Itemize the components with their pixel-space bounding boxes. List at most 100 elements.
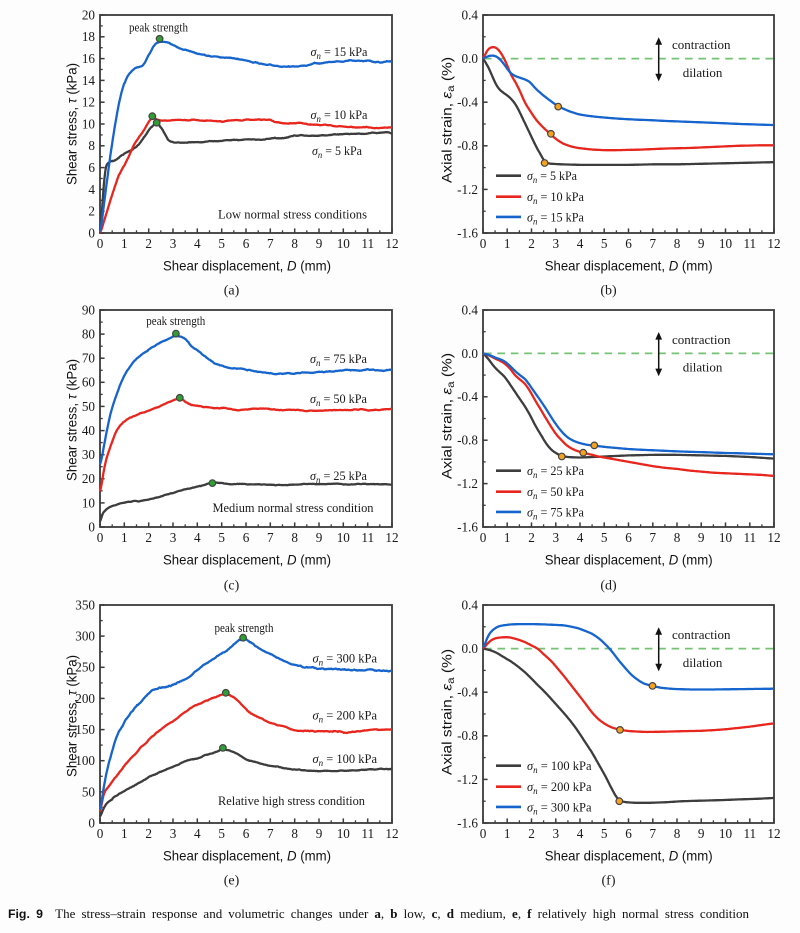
svg-text:(e): (e) [224, 874, 240, 889]
svg-text:σn = 5 kPa: σn = 5 kPa [312, 143, 362, 161]
svg-text:σn = 25 kPa: σn = 25 kPa [527, 463, 584, 481]
svg-text:peak strength: peak strength [129, 20, 188, 35]
svg-text:σn = 100 kPa: σn = 100 kPa [313, 751, 378, 769]
svg-text:Axial strain, εa (%): Axial strain, εa (%) [439, 649, 458, 775]
svg-text:12: 12 [385, 826, 398, 841]
svg-text:6: 6 [88, 160, 95, 175]
svg-text:0: 0 [480, 826, 487, 841]
svg-text:4: 4 [194, 530, 201, 545]
svg-text:7: 7 [650, 530, 657, 545]
svg-text:3: 3 [553, 826, 560, 841]
svg-text:(b): (b) [600, 284, 617, 299]
svg-text:2: 2 [528, 236, 535, 251]
svg-text:σn = 15 kPa: σn = 15 kPa [527, 209, 584, 227]
svg-text:Shear stress, τ (kPa): Shear stress, τ (kPa) [63, 63, 79, 185]
svg-text:Medium normal stress condition: Medium normal stress condition [213, 500, 374, 515]
svg-text:11: 11 [361, 236, 374, 251]
svg-text:250: 250 [75, 660, 95, 675]
svg-text:60: 60 [82, 375, 96, 390]
svg-text:1: 1 [121, 826, 128, 841]
svg-text:10: 10 [719, 826, 733, 841]
svg-text:8: 8 [674, 826, 681, 841]
svg-text:12: 12 [385, 236, 398, 251]
svg-text:5: 5 [601, 236, 608, 251]
svg-text:σn = 50 kPa: σn = 50 kPa [527, 484, 584, 502]
svg-text:11: 11 [361, 826, 374, 841]
svg-text:7: 7 [650, 826, 657, 841]
svg-text:5: 5 [218, 530, 225, 545]
svg-text:70: 70 [82, 351, 96, 366]
svg-text:σn = 50 kPa: σn = 50 kPa [310, 391, 367, 409]
svg-text:30: 30 [82, 447, 96, 462]
svg-text:90: 90 [82, 302, 96, 317]
svg-text:50: 50 [82, 399, 96, 414]
svg-text:0: 0 [480, 236, 487, 251]
svg-text:0: 0 [88, 225, 95, 240]
svg-text:σn = 300 kPa: σn = 300 kPa [527, 799, 592, 817]
svg-text:0: 0 [97, 530, 104, 545]
svg-text:6: 6 [243, 236, 250, 251]
svg-text:1: 1 [121, 236, 128, 251]
svg-text:1: 1 [504, 826, 511, 841]
svg-text:0.0: 0.0 [462, 51, 479, 66]
svg-text:0.4: 0.4 [462, 597, 479, 612]
svg-text:7: 7 [267, 530, 274, 545]
svg-text:11: 11 [361, 530, 374, 545]
svg-text:9: 9 [698, 826, 705, 841]
svg-text:Shear displacement, D (mm): Shear displacement, D (mm) [545, 257, 713, 273]
svg-text:10: 10 [82, 116, 96, 131]
svg-text:7: 7 [267, 826, 274, 841]
svg-text:σn = 100 kPa: σn = 100 kPa [527, 758, 592, 776]
svg-text:0.4: 0.4 [462, 7, 479, 22]
svg-text:9: 9 [698, 530, 705, 545]
svg-text:2: 2 [528, 530, 535, 545]
svg-text:8: 8 [674, 236, 681, 251]
svg-text:-0.8: -0.8 [457, 728, 478, 743]
svg-text:4: 4 [577, 530, 584, 545]
svg-text:40: 40 [82, 423, 96, 438]
svg-text:7: 7 [267, 236, 274, 251]
svg-text:2: 2 [88, 204, 95, 219]
svg-text:σn = 25 kPa: σn = 25 kPa [310, 468, 367, 486]
svg-text:σn = 10 kPa: σn = 10 kPa [311, 107, 368, 125]
svg-text:dilation: dilation [683, 360, 723, 375]
svg-text:10: 10 [719, 530, 733, 545]
svg-text:4: 4 [577, 236, 584, 251]
svg-text:2: 2 [528, 826, 535, 841]
svg-text:12: 12 [767, 826, 780, 841]
svg-text:9: 9 [316, 236, 323, 251]
svg-text:(c): (c) [224, 579, 240, 594]
svg-text:-1.6: -1.6 [457, 519, 478, 534]
svg-text:(f): (f) [602, 874, 616, 889]
svg-text:-1.6: -1.6 [457, 225, 478, 240]
svg-text:σn = 300 kPa: σn = 300 kPa [313, 651, 378, 669]
svg-text:(d): (d) [600, 579, 617, 594]
svg-text:Shear displacement, D (mm): Shear displacement, D (mm) [545, 847, 713, 863]
svg-text:Low normal stress conditions: Low normal stress conditions [218, 207, 367, 222]
svg-text:-0.8: -0.8 [457, 433, 478, 448]
svg-text:Shear displacement, D (mm): Shear displacement, D (mm) [163, 551, 331, 567]
svg-text:0.4: 0.4 [462, 302, 479, 317]
svg-text:50: 50 [82, 784, 96, 799]
svg-text:6: 6 [625, 826, 632, 841]
svg-text:σn = 5 kPa: σn = 5 kPa [527, 168, 577, 186]
svg-text:8: 8 [291, 826, 298, 841]
svg-text:3: 3 [170, 236, 177, 251]
svg-text:peak strength: peak strength [146, 313, 205, 328]
svg-text:3: 3 [553, 530, 560, 545]
svg-text:1: 1 [504, 236, 511, 251]
svg-text:(a): (a) [224, 284, 240, 299]
svg-text:12: 12 [385, 530, 398, 545]
svg-text:-1.6: -1.6 [457, 815, 478, 830]
svg-text:contraction: contraction [672, 627, 731, 642]
svg-text:16: 16 [82, 51, 96, 66]
svg-text:Shear stress, τ (kPa): Shear stress, τ (kPa) [63, 359, 79, 481]
svg-text:contraction: contraction [672, 332, 731, 347]
svg-text:8: 8 [291, 530, 298, 545]
svg-text:Axial strain, εa (%): Axial strain, εa (%) [439, 353, 458, 479]
svg-text:5: 5 [601, 826, 608, 841]
svg-text:6: 6 [243, 530, 250, 545]
svg-text:3: 3 [553, 236, 560, 251]
svg-text:0: 0 [480, 530, 487, 545]
svg-text:peak strength: peak strength [215, 620, 274, 635]
